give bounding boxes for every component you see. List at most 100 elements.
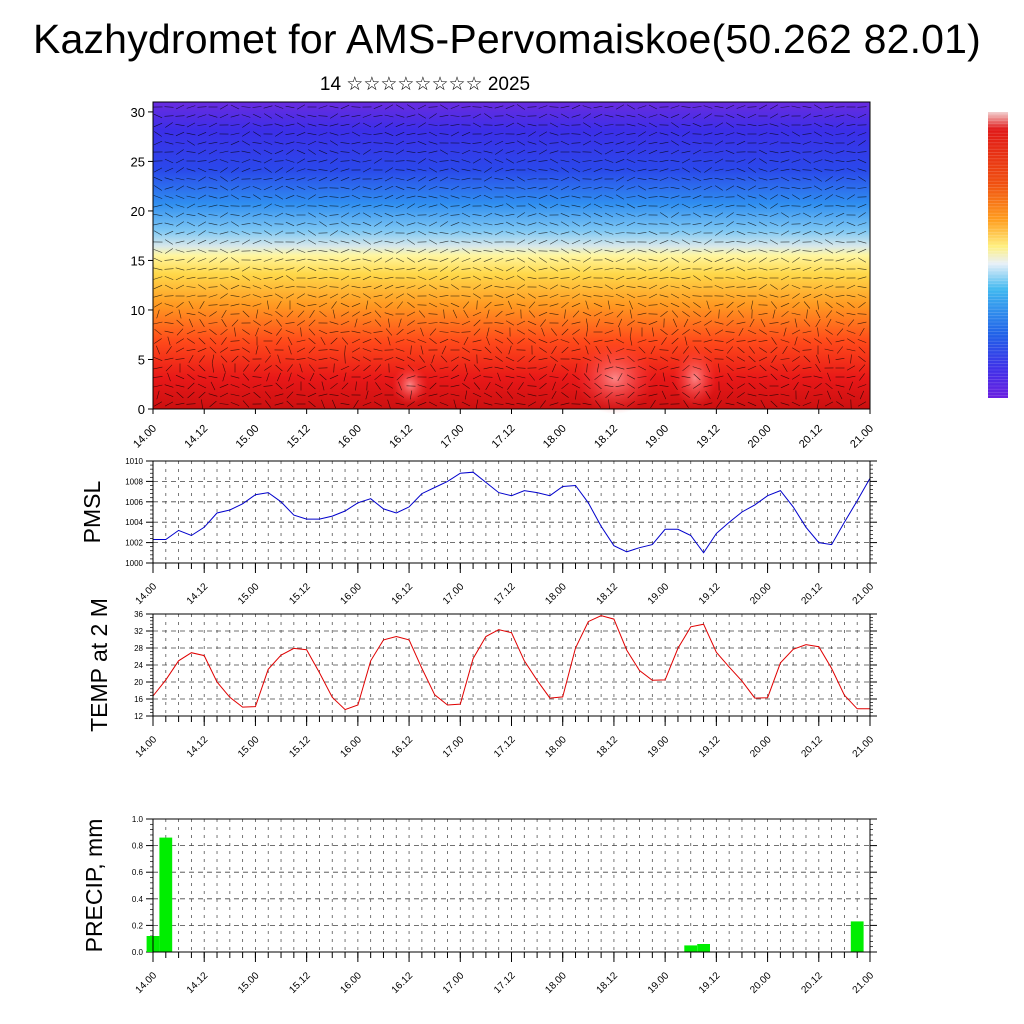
wind-barb: [726, 346, 734, 354]
wind-barb: [670, 195, 680, 199]
wind-barb: [483, 250, 493, 252]
x-tick-label: 18.00: [543, 734, 569, 760]
wind-barb: [505, 231, 515, 235]
wind-barb: [296, 339, 306, 343]
wind-barb: [615, 267, 625, 271]
wind-barb: [857, 168, 867, 172]
wind-barb: [461, 131, 471, 137]
wind-barb: [560, 195, 570, 199]
wind-barb: [285, 141, 295, 145]
wind-barb: [659, 114, 669, 118]
wind-barb: [186, 214, 196, 216]
wind-barb: [164, 276, 174, 280]
wind-barb: [363, 149, 371, 155]
wind-barb: [817, 300, 819, 310]
wind-barb: [175, 402, 185, 406]
wind-barb: [197, 221, 207, 227]
wind-barb: [406, 277, 416, 279]
wind-barb: [704, 239, 712, 245]
wind-barb: [296, 230, 306, 236]
wind-barb: [308, 194, 316, 200]
wind-barb: [230, 284, 240, 290]
wind-barb: [175, 124, 185, 126]
wind-barb: [737, 392, 745, 398]
wind-barb: [252, 303, 262, 307]
wind-barb: [319, 310, 327, 318]
y-tick-label: 28: [134, 644, 143, 653]
wind-barb: [365, 390, 369, 400]
wind-barb: [296, 186, 306, 190]
x-tick-label: 20.12: [799, 581, 825, 607]
wind-barb: [704, 356, 712, 362]
wind-barb: [604, 105, 614, 109]
wind-barb: [527, 123, 537, 127]
wind-barb: [241, 159, 251, 163]
wind-barb: [615, 249, 625, 253]
wind-barb: [549, 250, 559, 252]
wind-barb: [506, 203, 514, 209]
wind-barb: [374, 319, 382, 327]
wind-barb: [351, 330, 361, 334]
wind-barb: [506, 391, 514, 399]
wind-barb: [285, 259, 295, 261]
wind-barb: [373, 195, 383, 199]
wind-barb: [692, 329, 702, 335]
wind-barb: [396, 328, 404, 336]
wind-barb: [516, 257, 526, 263]
wind-barb: [857, 276, 867, 280]
wind-barb: [186, 151, 196, 153]
wind-barb: [439, 195, 449, 199]
wind-barb: [175, 104, 185, 110]
wind-barb: [263, 178, 273, 180]
wind-barb: [681, 384, 691, 388]
wind-barb: [373, 204, 383, 208]
wind-barb: [329, 374, 339, 380]
wind-barb: [595, 345, 601, 355]
wind-barb: [186, 329, 196, 335]
wind-barb: [242, 275, 250, 281]
wind-barb: [230, 124, 240, 126]
wind-barb: [561, 346, 569, 354]
wind-barb: [164, 158, 174, 164]
wind-barb: [803, 355, 811, 363]
wind-barb: [648, 160, 658, 162]
chart-title: Kazhydromet for AMS-Pervomaiskoe(50.262 …: [32, 16, 982, 62]
wind-barb: [608, 399, 610, 409]
x-tick-label: 20.12: [799, 734, 825, 760]
wind-barb: [373, 133, 383, 135]
wind-barb: [462, 248, 470, 254]
wind-barb: [277, 372, 281, 382]
wind-barb: [208, 294, 218, 298]
wind-barb: [714, 132, 724, 136]
wind-barb: [758, 240, 768, 244]
wind-barb: [153, 176, 163, 182]
wind-barb: [406, 142, 416, 144]
wind-barb: [714, 122, 724, 128]
wind-barb: [527, 276, 537, 280]
wind-barb: [384, 231, 394, 235]
wind-barb: [297, 266, 305, 272]
wind-barb: [340, 320, 350, 326]
wind-barb: [607, 354, 611, 364]
wind-barb: [384, 249, 394, 253]
wind-barb: [340, 104, 350, 110]
wind-barb: [450, 151, 460, 153]
x-tick-label: 18.12: [595, 581, 621, 607]
wind-barb: [791, 213, 801, 217]
wind-barb: [197, 106, 207, 108]
wind-barb: [517, 212, 525, 218]
wind-barb: [604, 322, 614, 324]
wind-barb: [672, 318, 678, 328]
wind-barb: [615, 402, 625, 406]
wind-barb: [527, 186, 537, 190]
wind-barb: [308, 230, 316, 236]
wind-barb: [242, 400, 250, 408]
wind-barb: [230, 132, 240, 136]
wind-barb: [351, 122, 361, 128]
wind-barb: [714, 150, 724, 154]
wind-barb: [318, 277, 328, 279]
wind-barb: [219, 240, 229, 244]
wind-barb: [483, 231, 493, 235]
wind-barb: [299, 363, 303, 373]
wind-barb: [451, 364, 459, 372]
